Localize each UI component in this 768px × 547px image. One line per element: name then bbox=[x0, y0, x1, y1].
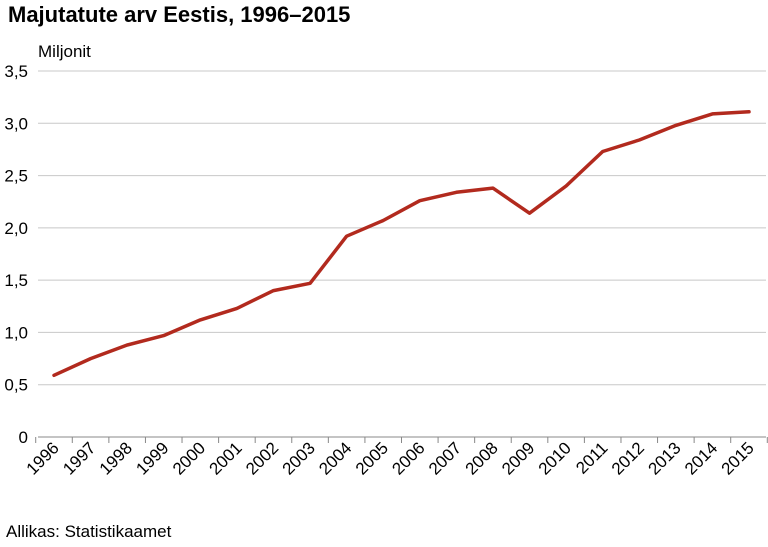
x-tick-label: 2008 bbox=[462, 438, 502, 478]
x-tick-label: 2003 bbox=[279, 438, 319, 478]
x-tick-label: 1997 bbox=[59, 438, 99, 478]
y-tick-label: 0 bbox=[19, 428, 28, 447]
x-tick-label: 2009 bbox=[498, 438, 538, 478]
y-tick-labels: 0 0,5 1,0 1,5 2,0 2,5 3,0 3,5 bbox=[4, 62, 28, 447]
x-tick-label: 2011 bbox=[572, 438, 611, 477]
y-tick-label: 3,0 bbox=[4, 114, 28, 133]
chart-title: Majutatute arv Eestis, 1996–2015 bbox=[8, 2, 351, 27]
x-tick-label: 1998 bbox=[96, 438, 136, 478]
x-tick-label: 2012 bbox=[608, 438, 648, 478]
x-tick-label: 2001 bbox=[206, 438, 246, 478]
gridlines bbox=[38, 70, 766, 386]
x-tick-label: 2000 bbox=[169, 438, 209, 478]
x-tick-label: 1999 bbox=[132, 438, 172, 478]
x-tick-label: 2014 bbox=[681, 438, 721, 478]
x-tick-label: 2015 bbox=[718, 438, 758, 478]
y-tick-label: 2,0 bbox=[4, 219, 28, 238]
x-tick-labels: 1996199719981999200020012002200320042005… bbox=[23, 438, 758, 478]
x-axis bbox=[35, 436, 768, 443]
x-tick-label: 2007 bbox=[425, 438, 465, 478]
series-line bbox=[52, 110, 751, 378]
data-series bbox=[52, 110, 751, 378]
x-tick-label: 2010 bbox=[535, 438, 575, 478]
y-tick-label: 1,0 bbox=[4, 323, 28, 342]
y-tick-label: 1,5 bbox=[4, 271, 28, 290]
x-tick-label: 2004 bbox=[315, 438, 355, 478]
y-tick-label: 2,5 bbox=[4, 167, 28, 186]
x-tick-label: 1996 bbox=[23, 438, 63, 478]
x-tick-label: 2013 bbox=[644, 438, 684, 478]
y-tick-label: 0,5 bbox=[4, 376, 28, 395]
y-axis-unit-label: Miljonit bbox=[38, 42, 91, 61]
source-note: Allikas: Statistikaamet bbox=[6, 522, 172, 541]
y-tick-label: 3,5 bbox=[4, 62, 28, 81]
x-tick-label: 2005 bbox=[352, 438, 392, 478]
x-tick-label: 2002 bbox=[242, 438, 282, 478]
x-tick-label: 2006 bbox=[388, 438, 428, 478]
